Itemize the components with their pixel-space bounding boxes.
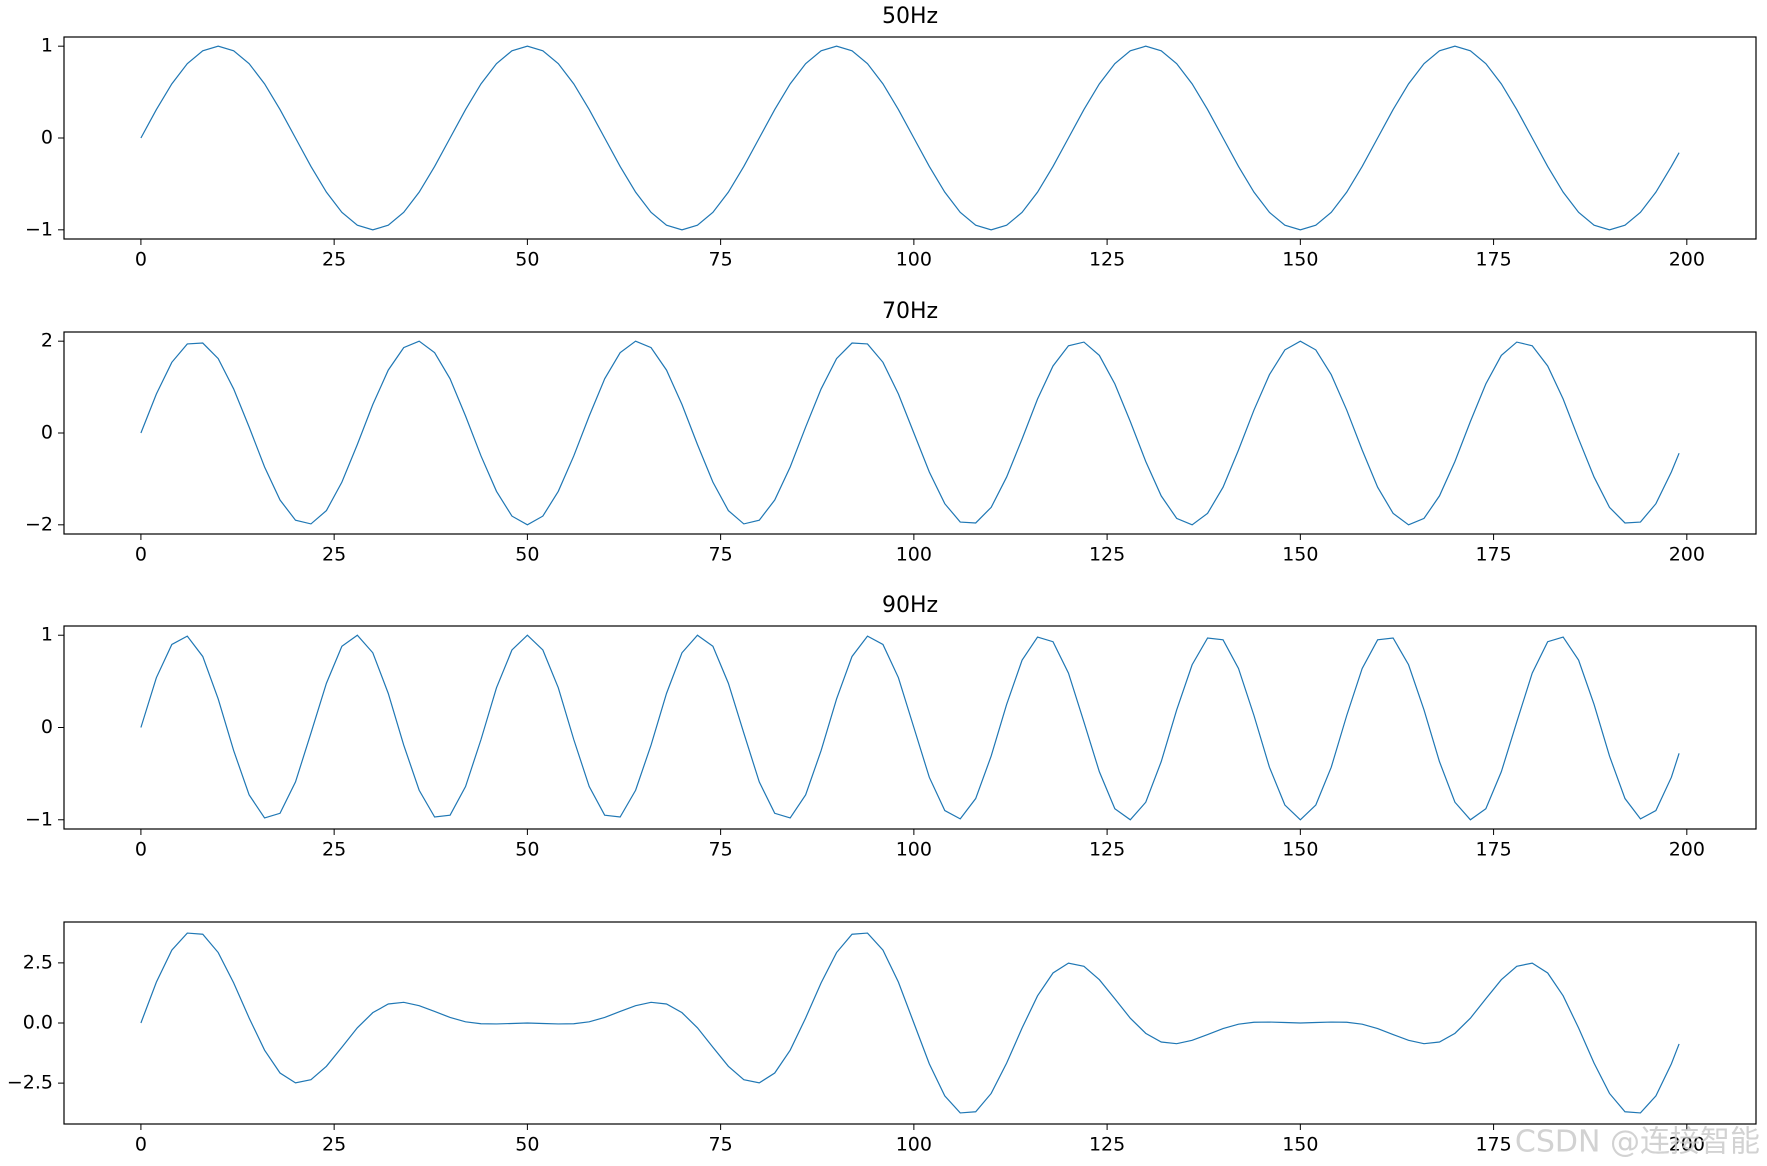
x-tick-label: 150 bbox=[1282, 1134, 1318, 1156]
axes-frame bbox=[63, 331, 1757, 535]
y-tick-label: 0.0 bbox=[23, 1012, 53, 1034]
x-tick-label: 75 bbox=[709, 1134, 733, 1156]
y-tick-label: 0 bbox=[41, 716, 53, 738]
signal-line bbox=[140, 45, 1680, 231]
x-tick-label: 175 bbox=[1475, 1134, 1511, 1156]
signal-line bbox=[140, 634, 1680, 821]
x-tick-label: 50 bbox=[515, 1134, 539, 1156]
panel-title: 70Hz bbox=[882, 299, 938, 324]
x-tick-label: 50 bbox=[515, 839, 539, 861]
axes-frame bbox=[63, 625, 1757, 830]
x-tick-label: 25 bbox=[322, 839, 346, 861]
x-tick-label: 75 bbox=[709, 544, 733, 566]
x-tick-label: 175 bbox=[1475, 839, 1511, 861]
x-tick-label: 150 bbox=[1282, 249, 1318, 271]
x-tick-label: 200 bbox=[1669, 544, 1705, 566]
axes-frame bbox=[63, 36, 1757, 240]
y-tick-label: 2.5 bbox=[23, 951, 53, 973]
x-tick-label: 150 bbox=[1282, 544, 1318, 566]
x-tick-label: 100 bbox=[896, 839, 932, 861]
x-tick-label: 175 bbox=[1475, 544, 1511, 566]
y-tick-label: −2 bbox=[25, 513, 53, 535]
x-tick-label: 200 bbox=[1669, 839, 1705, 861]
x-tick-label: 200 bbox=[1669, 249, 1705, 271]
x-tick-label: 125 bbox=[1089, 1134, 1125, 1156]
x-tick-label: 100 bbox=[896, 249, 932, 271]
y-tick-label: −2.5 bbox=[7, 1072, 53, 1094]
x-tick-label: 0 bbox=[135, 249, 147, 271]
x-tick-label: 0 bbox=[135, 1134, 147, 1156]
y-tick-label: 2 bbox=[41, 330, 53, 352]
x-tick-label: 50 bbox=[515, 249, 539, 271]
x-tick-label: 150 bbox=[1282, 839, 1318, 861]
x-tick-label: 125 bbox=[1089, 544, 1125, 566]
y-tick-label: 1 bbox=[41, 35, 53, 57]
y-tick-label: −1 bbox=[25, 218, 53, 240]
x-tick-label: 50 bbox=[515, 544, 539, 566]
x-tick-label: 75 bbox=[709, 839, 733, 861]
x-tick-label: 0 bbox=[135, 839, 147, 861]
x-tick-label: 25 bbox=[322, 1134, 346, 1156]
y-tick-label: 1 bbox=[41, 624, 53, 646]
x-tick-label: 175 bbox=[1475, 249, 1511, 271]
x-tick-label: 100 bbox=[896, 1134, 932, 1156]
y-tick-label: −1 bbox=[25, 808, 53, 830]
x-tick-label: 125 bbox=[1089, 839, 1125, 861]
y-tick-label: 0 bbox=[41, 422, 53, 444]
x-tick-label: 0 bbox=[135, 544, 147, 566]
panel-title: 90Hz bbox=[882, 593, 938, 618]
signal-line bbox=[140, 932, 1680, 1114]
x-tick-label: 125 bbox=[1089, 249, 1125, 271]
x-tick-label: 25 bbox=[322, 249, 346, 271]
x-tick-label: 200 bbox=[1669, 1134, 1705, 1156]
panel-title: 50Hz bbox=[882, 4, 938, 29]
y-tick-label: 0 bbox=[41, 127, 53, 149]
signal-line bbox=[140, 340, 1680, 526]
x-tick-label: 25 bbox=[322, 544, 346, 566]
axes-frame bbox=[63, 921, 1757, 1125]
watermark: CSDN @连接智能 bbox=[1515, 1125, 1760, 1160]
x-tick-label: 75 bbox=[709, 249, 733, 271]
x-tick-label: 100 bbox=[896, 544, 932, 566]
